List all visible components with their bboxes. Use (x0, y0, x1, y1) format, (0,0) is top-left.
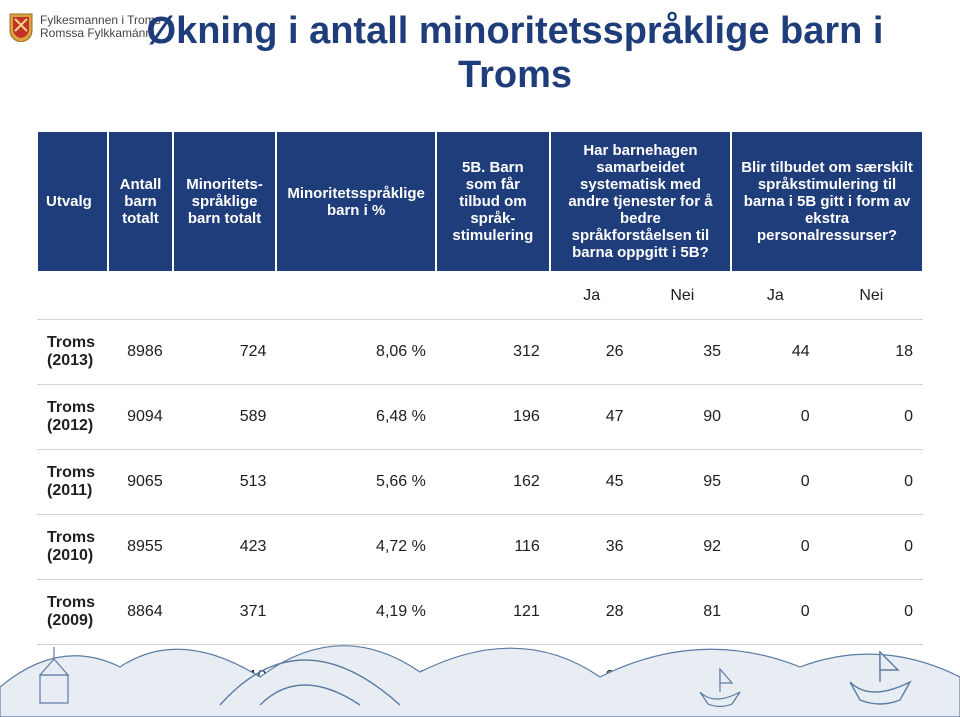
cell: 53 (634, 645, 732, 710)
col-5b: 5B. Barn som får tilbud om språk-stimule… (436, 131, 550, 272)
cell: 0 (820, 515, 923, 580)
cell: 45 (550, 450, 634, 515)
cell: 8596 (108, 645, 173, 710)
cell: 92 (634, 515, 732, 580)
cell: 36 (550, 515, 634, 580)
cell: 0 (731, 450, 820, 515)
shield-icon (8, 12, 34, 42)
cell: 196 (436, 385, 550, 450)
cell: 116 (436, 515, 550, 580)
cell: 47 (550, 385, 634, 450)
cell: 4,19 % (276, 580, 435, 645)
table-row: Troms (2013) 8986 724 8,06 % 312 26 35 4… (37, 320, 923, 385)
col-pct: Minoritetsspråklige barn i % (276, 131, 435, 272)
row-label: Troms (2012) (37, 385, 108, 450)
cell: 8864 (108, 580, 173, 645)
cell: 0 (731, 515, 820, 580)
table-row: Troms (2011) 9065 513 5,66 % 162 45 95 0… (37, 450, 923, 515)
cell: 5,66 % (276, 450, 435, 515)
cell: 423 (173, 515, 277, 580)
cell: 6,48 % (276, 385, 435, 450)
cell: 0 (820, 450, 923, 515)
cell: 0 (731, 385, 820, 450)
cell: 9094 (108, 385, 173, 450)
cell: 89 (436, 645, 550, 710)
table-row: Troms (2008) 8596 310 3,61 % 89 36 53 0 … (37, 645, 923, 710)
col-antall: Antall barn totalt (108, 131, 173, 272)
cell: 3,61 % (276, 645, 435, 710)
cell: 90 (634, 385, 732, 450)
cell: 28 (550, 580, 634, 645)
col-utvalg: Utvalg (37, 131, 108, 272)
cell: 724 (173, 320, 277, 385)
cell: 310 (173, 645, 277, 710)
cell: 8,06 % (276, 320, 435, 385)
cell: 0 (820, 645, 923, 710)
cell: 0 (820, 385, 923, 450)
cell: 35 (634, 320, 732, 385)
table-row: Troms (2010) 8955 423 4,72 % 116 36 92 0… (37, 515, 923, 580)
cell: 18 (820, 320, 923, 385)
table-row: Troms (2009) 8864 371 4,19 % 121 28 81 0… (37, 580, 923, 645)
cell: 121 (436, 580, 550, 645)
col-samarbeid: Har barnehagen samarbeidet systematisk m… (550, 131, 731, 272)
cell: 0 (731, 645, 820, 710)
cell: 81 (634, 580, 732, 645)
col-minoritets: Minoritets-språklige barn totalt (173, 131, 277, 272)
subhead-ja2: Ja (731, 272, 820, 320)
row-label: Troms (2010) (37, 515, 108, 580)
subhead-spacer (37, 272, 550, 320)
cell: 371 (173, 580, 277, 645)
row-label: Troms (2011) (37, 450, 108, 515)
cell: 0 (731, 580, 820, 645)
cell: 9065 (108, 450, 173, 515)
subhead-nei1: Nei (634, 272, 732, 320)
row-label: Troms (2008) (37, 645, 108, 710)
cell: 0 (820, 580, 923, 645)
col-tilbud: Blir tilbudet om særskilt språkstimuleri… (731, 131, 923, 272)
cell: 8986 (108, 320, 173, 385)
cell: 312 (436, 320, 550, 385)
table-row: Troms (2012) 9094 589 6,48 % 196 47 90 0… (37, 385, 923, 450)
cell: 513 (173, 450, 277, 515)
cell: 36 (550, 645, 634, 710)
row-label: Troms (2013) (37, 320, 108, 385)
cell: 44 (731, 320, 820, 385)
page-title: Økning i antall minoritetsspråklige barn… (110, 10, 920, 97)
data-table-wrap: Utvalg Antall barn totalt Minoritets-spr… (36, 130, 924, 710)
row-label: Troms (2009) (37, 580, 108, 645)
cell: 95 (634, 450, 732, 515)
cell: 589 (173, 385, 277, 450)
cell: 26 (550, 320, 634, 385)
subhead-ja1: Ja (550, 272, 634, 320)
subhead-nei2: Nei (820, 272, 923, 320)
cell: 8955 (108, 515, 173, 580)
cell: 4,72 % (276, 515, 435, 580)
data-table: Utvalg Antall barn totalt Minoritets-spr… (36, 130, 924, 710)
subheader-row: Ja Nei Ja Nei (37, 272, 923, 320)
cell: 162 (436, 450, 550, 515)
